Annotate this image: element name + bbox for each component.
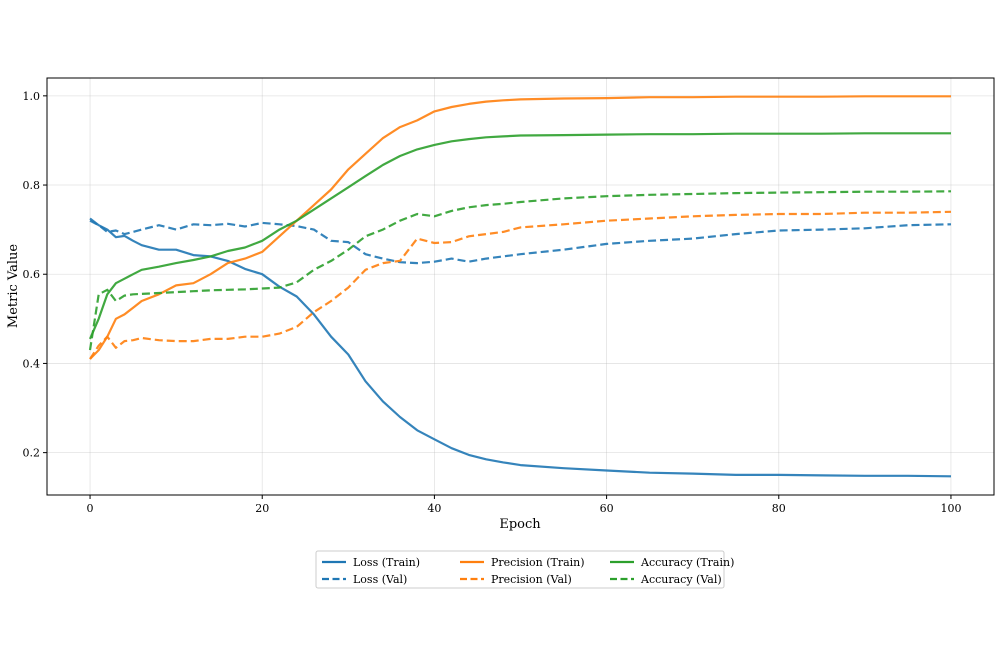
legend: Loss (Train) Loss (Val) Precision (Train) P… <box>315 550 734 589</box>
x-tick-label: 40 <box>427 502 441 515</box>
y-tick-label: 1.0 <box>23 90 41 103</box>
y-tick-label: 0.8 <box>23 179 41 192</box>
series-line-loss-train <box>89 217 952 478</box>
y-tick-label: 0.2 <box>23 447 41 460</box>
x-tick-label: 0 <box>87 502 94 515</box>
series-lines <box>88 95 952 478</box>
legend-label: Loss (Val) <box>353 573 407 586</box>
legend-label: Precision (Train) <box>491 556 585 569</box>
x-tick-label: 60 <box>600 502 614 515</box>
ticks: 0 20 40 60 80 100 0.2 0.4 0.6 0.8 1.0 <box>23 90 962 515</box>
series-line-precision-train <box>89 95 951 360</box>
x-tick-label: 80 <box>772 502 786 515</box>
series-line-accuracy-val <box>88 190 952 351</box>
y-tick-label: 0.4 <box>23 357 41 370</box>
y-tick-label: 0.6 <box>23 268 41 281</box>
grid <box>47 78 994 495</box>
legend-label: Loss (Train) <box>353 556 420 569</box>
legend-label: Accuracy (Train) <box>640 556 734 569</box>
legend-label: Precision (Val) <box>491 573 572 586</box>
legend-label: Accuracy (Val) <box>640 573 722 586</box>
plot-frame <box>46 77 995 496</box>
series-line-loss-val <box>89 219 952 265</box>
series-line-accuracy-train <box>88 132 951 340</box>
x-tick-label: 100 <box>940 502 961 515</box>
x-axis-label: Epoch <box>499 517 541 532</box>
series-line-precision-val <box>89 210 952 360</box>
y-axis-label: Metric Value <box>6 244 21 328</box>
x-tick-label: 20 <box>255 502 269 515</box>
